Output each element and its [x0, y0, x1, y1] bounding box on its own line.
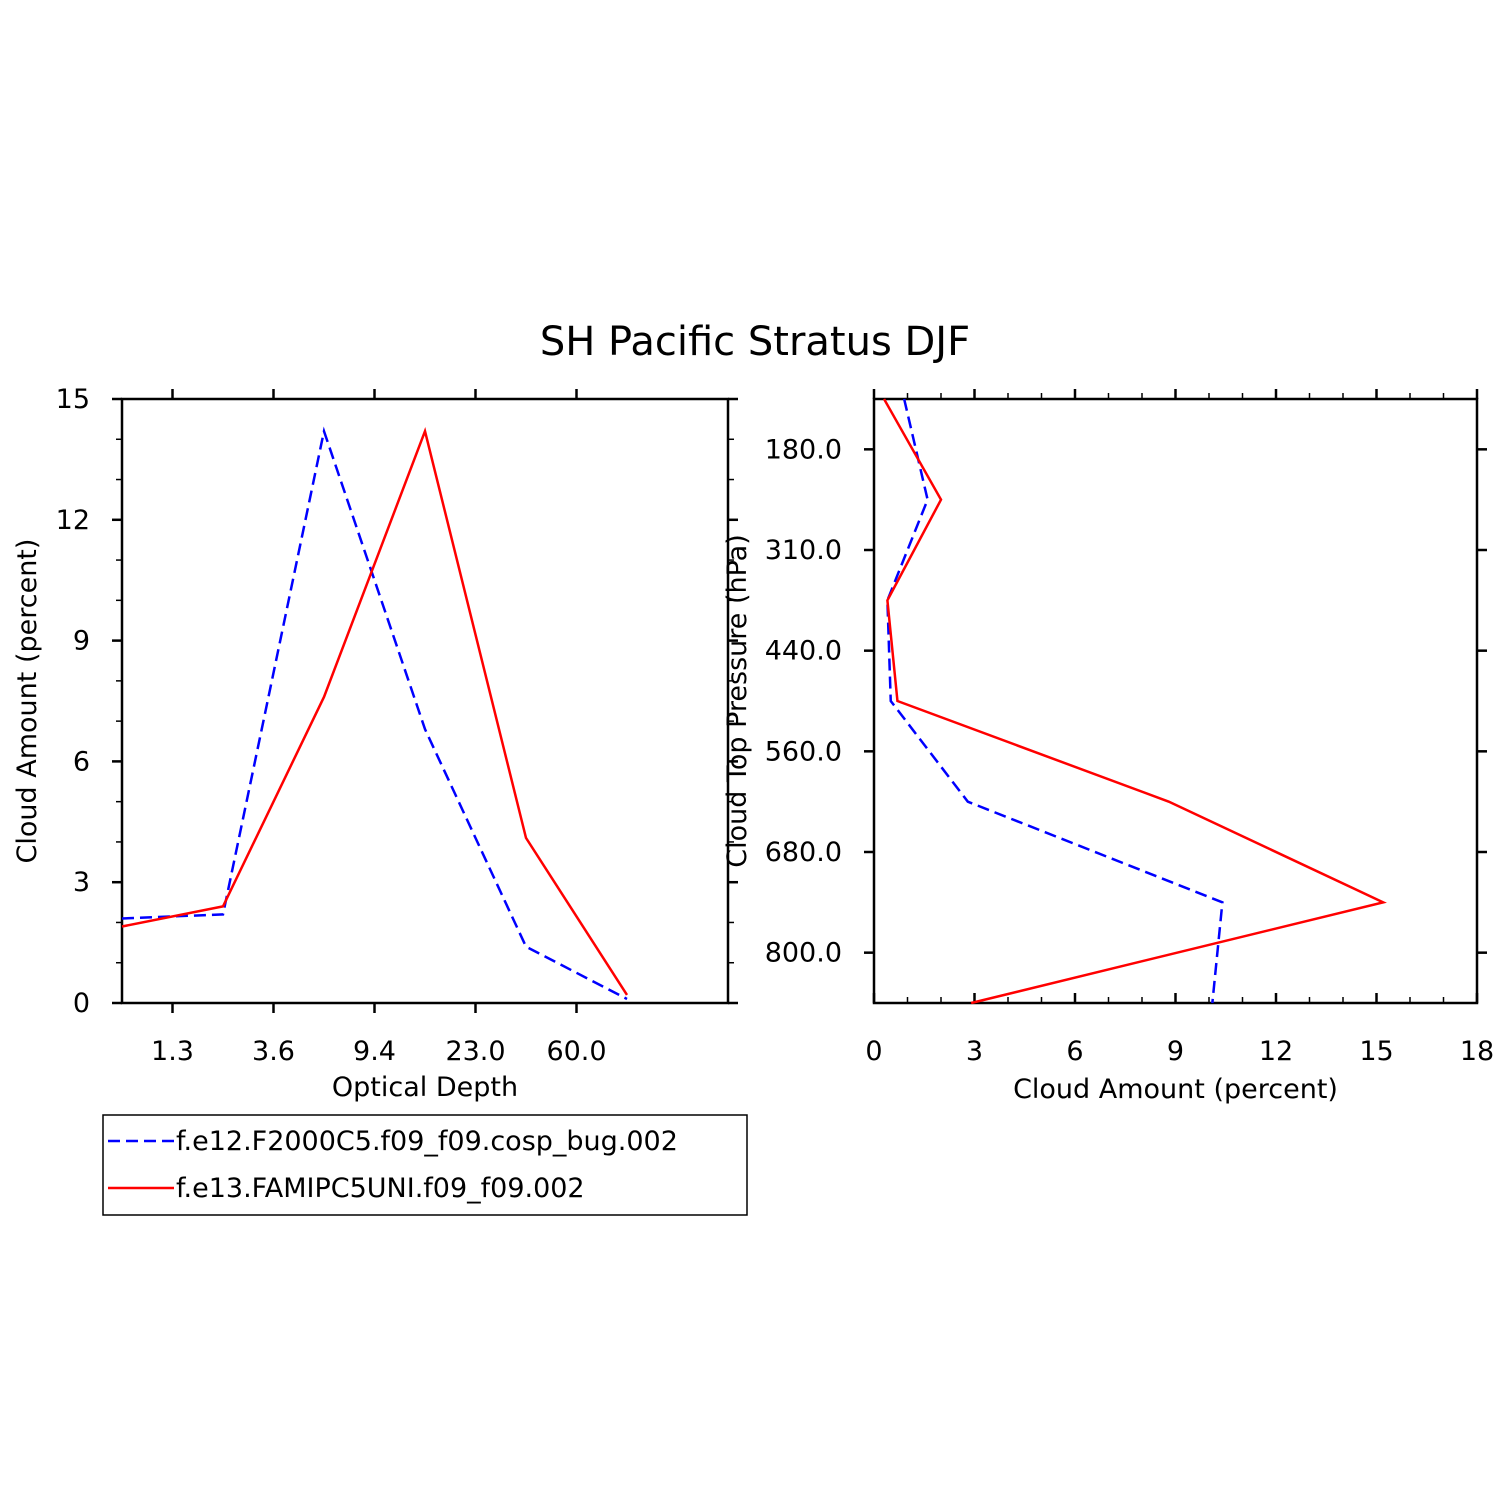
left-series-1-line: [121, 427, 629, 996]
left-plot-frame: [120, 397, 730, 1005]
legend-label-0: f.e12.F2000C5.f09_f09.cosp_bug.002: [176, 1126, 678, 1157]
right-series-0-line: [886, 398, 1224, 1004]
x-tick-label: 1.3: [151, 1036, 194, 1067]
x-tick-label: 6: [1066, 1036, 1083, 1067]
x-tick-label: 3: [966, 1036, 983, 1067]
legend-label-1: f.e13.FAMIPC5UNI.f09_f09.002: [176, 1173, 585, 1204]
right-panel: 0 3 6 9 12 15 18 180.0 310.0 440.0 560.0 680.0 800.0…: [722, 389, 1494, 1105]
y-tick-label: 180.0: [765, 434, 842, 465]
y-tick-label: 12: [56, 505, 90, 536]
y-axis-label: Cloud Amount (percent): [12, 539, 43, 864]
x-tick-label: 9.4: [353, 1036, 396, 1067]
chart-title: SH Pacific Stratus DJF: [540, 319, 970, 365]
y-tick-label: 680.0: [765, 837, 842, 868]
x-tick-label: 0: [865, 1036, 882, 1067]
y-tick-label: 440.0: [765, 636, 842, 667]
x-tick-label: 3.6: [252, 1036, 295, 1067]
x-tick-label: 9: [1167, 1036, 1184, 1067]
y-axis-label: Cloud Top Pressure (hPa): [722, 534, 753, 868]
left-series-0-line: [121, 426, 628, 1001]
x-tick-label: 12: [1259, 1036, 1293, 1067]
y-tick-label: 9: [73, 626, 90, 657]
y-tick-label: 6: [73, 746, 90, 777]
y-tick-label: 560.0: [765, 736, 842, 767]
x-axis-label: Optical Depth: [332, 1072, 518, 1103]
y-tick-label: 800.0: [765, 938, 842, 969]
x-tick-label: 15: [1359, 1036, 1393, 1067]
y-tick-label: 15: [56, 384, 90, 415]
x-tick-label: 23.0: [445, 1036, 505, 1067]
legend-box: [102, 1114, 748, 1216]
right-series-1-line: [882, 398, 1387, 1005]
y-tick-label: 310.0: [765, 535, 842, 566]
x-tick-label: 60.0: [546, 1036, 606, 1067]
y-tick-label: 3: [73, 867, 90, 898]
x-tick-label: 18: [1460, 1036, 1494, 1067]
right-plot-frame: [872, 397, 1479, 1005]
legend: f.e12.F2000C5.f09_f09.cosp_bug.002 f.e13.…: [102, 1114, 748, 1216]
y-tick-label: 0: [73, 988, 90, 1019]
left-panel: 0 3 6 9 12 15 1.3 3.6 9.4 23.0 60.0 Optical Depth Cl…: [12, 384, 738, 1103]
x-axis-label: Cloud Amount (percent): [1013, 1074, 1338, 1105]
